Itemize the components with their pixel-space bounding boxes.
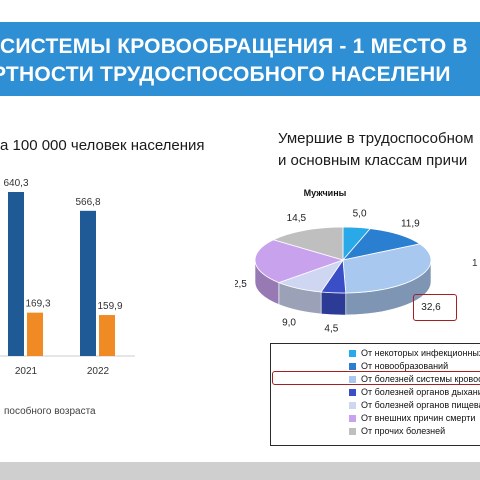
screen-bottom-bar: [0, 462, 480, 480]
pie-value-label: 9,0: [282, 317, 296, 328]
legend-label: От прочих болезней: [361, 426, 446, 436]
pie-value-label: 14,5: [287, 213, 307, 224]
legend-label: От болезней органов пищева: [361, 400, 480, 410]
legend-swatch: [349, 415, 356, 422]
pie-title: Мужчины: [304, 188, 347, 198]
pie-value-label: 5,0: [353, 209, 367, 220]
bar-value-label: 169,3: [25, 299, 50, 310]
x-tick-label: 2022: [87, 366, 110, 377]
pie-slice: [272, 226, 344, 261]
legend-swatch: [349, 428, 356, 435]
slice-value-highlight-frame: [413, 294, 457, 321]
bar-chart-caption: пособного возраста: [4, 406, 96, 417]
legend-label: От некоторых инфекционных: [361, 348, 480, 358]
legend-label: От новообразований: [361, 361, 449, 371]
legend-label: От внешних причин смерти: [361, 413, 476, 423]
legend-swatch: [349, 376, 356, 383]
pie-chart-label-stub: 1: [472, 258, 478, 269]
bar-chart: 640,3 169,3 2021 566,8 159,9 2022: [0, 178, 135, 377]
legend-swatch: [349, 402, 356, 409]
bar: [99, 315, 115, 356]
pie-slice: [254, 239, 345, 284]
pie-slice: [341, 228, 421, 261]
bar: [27, 312, 43, 356]
presentation-slide: СИСТЕМЫ КРОВООБРАЩЕНИЯ - 1 МЕСТО В РТНОС…: [0, 0, 480, 462]
pie-slice: [342, 243, 432, 294]
pie-chart-subtitle-line-2: и основным классам причи: [278, 152, 468, 169]
bar: [8, 192, 24, 356]
bar-chart-subtitle: а 100 000 человек населения: [0, 137, 205, 154]
slide-title-line-1: СИСТЕМЫ КРОВООБРАЩЕНИЯ - 1 МЕСТО В: [0, 35, 468, 58]
legend-highlight-frame: [272, 371, 480, 385]
pie-legend: От некоторых инфекционных От новообразов…: [270, 343, 480, 446]
x-tick-label: 2021: [15, 366, 38, 377]
legend-swatch: [349, 363, 356, 370]
bar: [80, 210, 96, 356]
legend-swatch: [349, 389, 356, 396]
bar-value-label: 159,9: [97, 301, 122, 312]
pie-value-label: 22,5: [235, 279, 247, 290]
pie-chart-subtitle-line-1: Умершие в трудоспособном: [278, 130, 474, 147]
pie-chart: Мужчины 5,0 11,9 32,6 4,5 9,0 22,5 14,5: [235, 188, 441, 335]
pie-value-label: 4,5: [324, 324, 338, 335]
legend-swatch: [349, 350, 356, 357]
pie-value-label: 32,6: [421, 302, 441, 313]
pie-value-label: 11,9: [401, 219, 420, 230]
bar-value-label: 566,8: [75, 197, 100, 208]
title-band: [0, 22, 480, 96]
pie-slice-side: [320, 291, 347, 316]
legend-label: От болезней органов дыхани: [361, 387, 480, 397]
legend-label: От болезней системы кровоо: [361, 374, 480, 384]
bar-value-label: 640,3: [3, 178, 28, 189]
slide-title-line-2: РТНОСТИ ТРУДОСПОСОБНОГО НАСЕЛЕНИ: [0, 63, 451, 86]
